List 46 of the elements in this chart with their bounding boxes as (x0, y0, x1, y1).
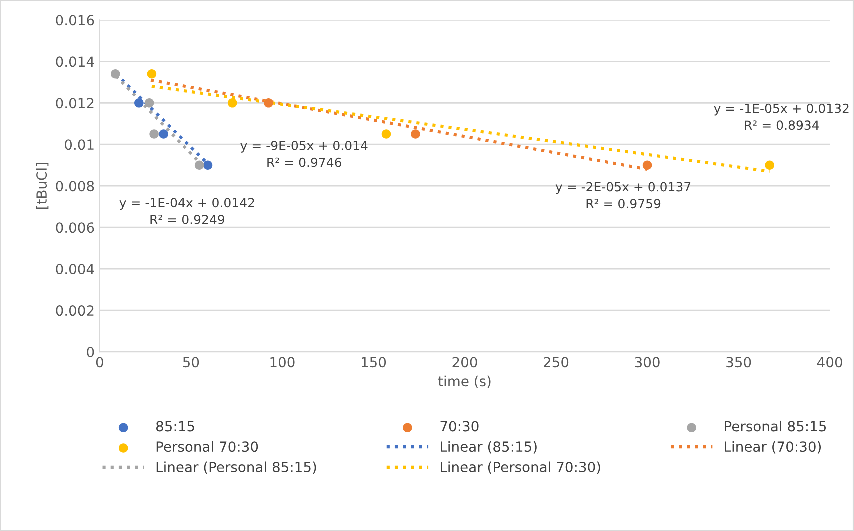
x-tick-label: 200 (452, 357, 478, 368)
point (159, 130, 168, 139)
x-tick-label: 150 (362, 357, 386, 368)
point (150, 130, 159, 139)
y-tick-label: 0.016 (56, 15, 94, 26)
y-tick-label: 0.014 (56, 56, 94, 68)
x-tick-label: 400 (818, 357, 842, 368)
legend-label: 85:15 (156, 421, 194, 432)
annotation: y = -1E-05x + 0.0132 R² = 0.8934 (714, 104, 849, 130)
legend-label: Personal 85:15 (725, 420, 826, 432)
point (411, 130, 420, 139)
x-tick-label: 300 (635, 357, 660, 368)
x-tick-label: 0 (96, 357, 104, 368)
legend-label: Linear (Personal 85:15) (156, 462, 316, 474)
point (382, 130, 392, 139)
legend-label: 70:30 (440, 421, 479, 432)
legend-label: Linear (85:15) (441, 441, 537, 454)
point (642, 160, 652, 170)
point (110, 69, 120, 79)
y-tick-label: 0 (87, 347, 94, 358)
annotation: y = -9E-05x + 0.014 R² = 0.9746 (240, 141, 368, 168)
y-tick-label: 0.006 (56, 222, 94, 234)
legend-label: Linear (Personal 70:30) (441, 462, 600, 474)
point (194, 160, 204, 170)
annotation: y = -2E-05x + 0.0137 R² = 0.9759 (556, 182, 691, 209)
y-tick-label: 0.008 (56, 181, 94, 192)
y-tick-label: 0.002 (56, 306, 94, 316)
point (147, 69, 157, 79)
x-axis-title: time (s) (438, 376, 491, 388)
legend-label: Linear (70:30) (725, 441, 822, 454)
point (264, 98, 274, 108)
x-tick-label: 50 (183, 357, 200, 368)
y-tick-label: 0.01 (65, 140, 94, 150)
point (228, 98, 238, 108)
x-tick-label: 250 (544, 357, 569, 368)
y-axis-title: [tBuCl] (36, 163, 49, 210)
point (203, 160, 213, 170)
x-tick-label: 350 (726, 357, 752, 368)
y-tick-label: 0.004 (56, 264, 94, 275)
annotation: y = -1E-04x + 0.0142 R² = 0.9249 (120, 198, 254, 224)
x-tick-label: 100 (270, 357, 295, 368)
y-tick-label: 0.012 (56, 98, 94, 109)
point (144, 98, 154, 108)
point (134, 98, 144, 108)
legend-label: Personal 70:30 (156, 441, 258, 452)
point (765, 160, 775, 170)
